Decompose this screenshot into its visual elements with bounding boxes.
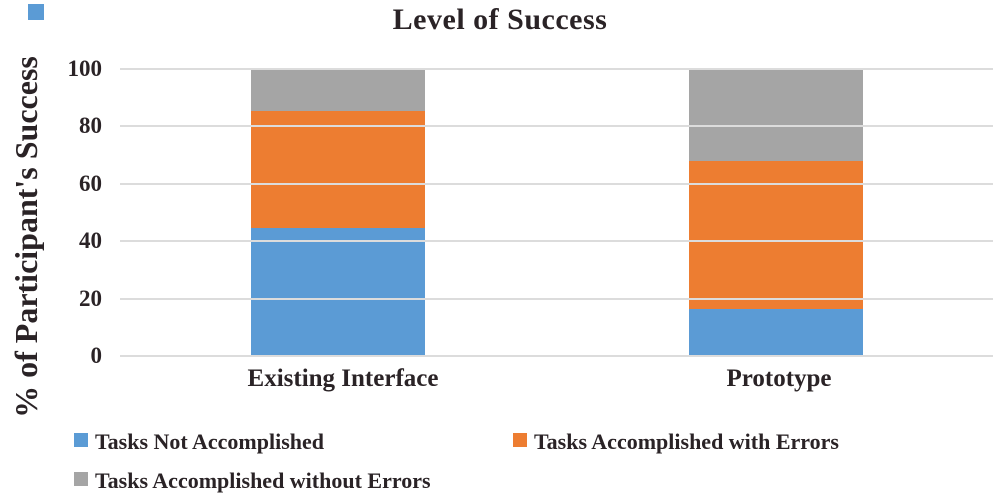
y-axis-tick-label: 20 [79, 285, 102, 311]
legend-label: Tasks Accomplished without Errors [95, 468, 431, 493]
gridline [120, 68, 993, 70]
legend-label: Tasks Not Accomplished [95, 429, 325, 454]
legend-label: Tasks Accomplished with Errors [534, 429, 839, 454]
stacked-bar-existing-interface [251, 69, 425, 356]
gridline [120, 125, 993, 128]
category-label-existing-interface: Existing Interface [247, 365, 439, 392]
legend-swatch-gray-icon [74, 472, 88, 486]
legend-item-tasks-not-accomplished: Tasks Not Accomplished [74, 429, 324, 454]
bar-segment [689, 69, 863, 161]
legend-swatch-blue-icon [74, 433, 88, 447]
legend-item-tasks-accomplished-with-errors: Tasks Accomplished with Errors [513, 429, 839, 454]
plot-area [120, 68, 993, 357]
bar-segment [251, 228, 425, 356]
gridline [120, 355, 993, 357]
category-label-prototype: Prototype [726, 365, 832, 392]
blue-square-icon [28, 4, 44, 20]
legend-item-tasks-accomplished-without-errors: Tasks Accomplished without Errors [74, 468, 431, 493]
chart-title: Level of Success [392, 3, 608, 36]
bar-segment [251, 110, 425, 229]
y-axis-tick-label: 0 [90, 343, 103, 368]
y-axis-tick-label: 60 [79, 170, 102, 196]
y-axis-tick-label: 80 [79, 113, 102, 139]
gridline [120, 240, 993, 243]
bar-segment [251, 69, 425, 111]
bar-segment [689, 308, 863, 356]
gridline [120, 182, 993, 185]
legend-swatch-orange-icon [513, 433, 527, 447]
bar-segment [689, 160, 863, 309]
gridline [120, 297, 993, 300]
y-axis-tick-label: 40 [79, 228, 102, 254]
y-axis-tick-label: 100 [67, 56, 103, 81]
stacked-bar-prototype [689, 69, 863, 356]
